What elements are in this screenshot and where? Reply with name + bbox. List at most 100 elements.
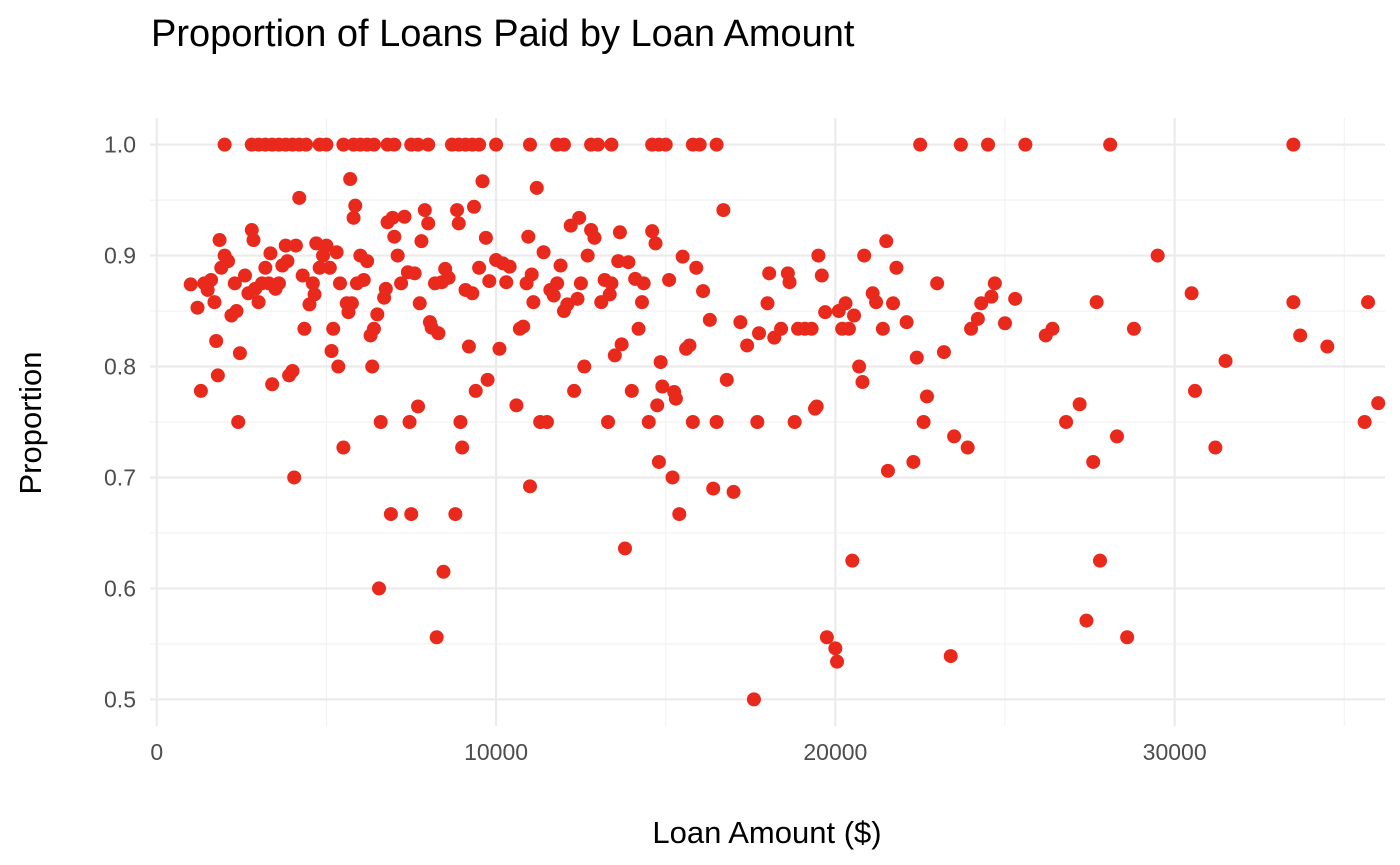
data-point	[453, 415, 468, 429]
data-point	[221, 254, 236, 269]
data-point	[280, 254, 295, 269]
data-point	[1208, 440, 1223, 455]
data-point	[580, 248, 595, 263]
data-point	[251, 295, 266, 310]
data-point	[246, 233, 261, 248]
data-point	[258, 260, 273, 275]
data-point	[1093, 553, 1107, 568]
data-point	[450, 203, 465, 218]
data-point	[193, 383, 208, 398]
data-point	[1079, 613, 1094, 628]
data-point	[1045, 321, 1060, 336]
data-point	[964, 321, 979, 336]
data-point	[344, 296, 359, 311]
data-point	[550, 276, 565, 291]
data-point	[692, 137, 707, 152]
data-point	[682, 338, 697, 353]
data-point	[383, 507, 398, 522]
data-point	[733, 315, 748, 330]
data-point	[1120, 630, 1135, 645]
data-point	[1293, 328, 1308, 343]
data-point	[658, 137, 673, 152]
data-point	[411, 137, 426, 152]
data-point	[436, 564, 451, 579]
data-point	[336, 137, 351, 152]
data-point	[762, 266, 777, 281]
data-point	[394, 276, 409, 291]
data-point	[539, 415, 554, 429]
data-point	[787, 415, 802, 429]
data-point	[468, 383, 483, 398]
data-point	[370, 307, 385, 322]
x-tick-label: 0	[150, 739, 163, 765]
data-point	[524, 267, 539, 282]
data-point	[217, 137, 232, 152]
data-point	[295, 268, 310, 283]
data-point	[509, 398, 524, 413]
data-points	[183, 137, 1386, 707]
data-point	[604, 137, 619, 152]
data-point	[879, 234, 894, 249]
data-point	[916, 415, 931, 429]
data-point	[265, 377, 280, 392]
data-point	[492, 341, 507, 356]
data-point	[857, 248, 872, 263]
data-point	[536, 245, 551, 260]
data-point	[499, 275, 514, 290]
data-point	[516, 319, 531, 334]
data-point	[482, 274, 497, 289]
data-point	[190, 300, 205, 315]
data-point	[343, 172, 358, 187]
data-point	[404, 507, 419, 522]
data-point	[526, 295, 541, 310]
data-point	[689, 260, 704, 275]
data-point	[1086, 454, 1101, 469]
data-point	[227, 276, 242, 291]
data-point	[930, 276, 945, 291]
data-point	[814, 268, 829, 283]
data-point	[612, 225, 627, 240]
data-point	[397, 209, 412, 224]
data-point	[590, 137, 605, 152]
data-point	[818, 305, 833, 320]
data-point	[847, 308, 862, 323]
data-point	[312, 260, 327, 275]
data-point	[702, 312, 717, 327]
data-point	[981, 137, 996, 152]
data-point	[1018, 137, 1033, 152]
data-point	[356, 272, 371, 287]
data-point	[319, 238, 334, 253]
x-tick-label: 30000	[1143, 739, 1207, 765]
data-point	[183, 277, 198, 292]
data-point	[614, 337, 629, 352]
data-point	[719, 372, 734, 387]
data-point	[1184, 286, 1199, 301]
data-point	[523, 137, 537, 152]
data-point	[1218, 353, 1233, 368]
data-point	[668, 391, 683, 406]
data-point	[329, 245, 344, 260]
data-point	[385, 210, 400, 225]
data-point	[685, 415, 700, 429]
y-tick-label: 1.0	[104, 132, 136, 158]
data-point	[987, 276, 1002, 291]
data-point	[662, 272, 677, 287]
data-point	[634, 295, 649, 310]
data-point	[238, 268, 252, 283]
data-point	[372, 581, 387, 596]
data-point	[886, 296, 901, 311]
data-point	[412, 296, 427, 311]
data-point	[1320, 339, 1335, 354]
data-point	[636, 276, 651, 291]
data-point	[441, 270, 456, 285]
data-point	[624, 383, 639, 398]
data-point	[366, 137, 381, 152]
data-point	[448, 507, 463, 522]
data-point	[913, 137, 928, 152]
data-point	[387, 137, 402, 152]
data-point	[523, 479, 537, 494]
data-point	[648, 236, 663, 251]
data-point	[478, 230, 493, 245]
data-point	[607, 348, 622, 363]
data-point	[828, 641, 843, 656]
